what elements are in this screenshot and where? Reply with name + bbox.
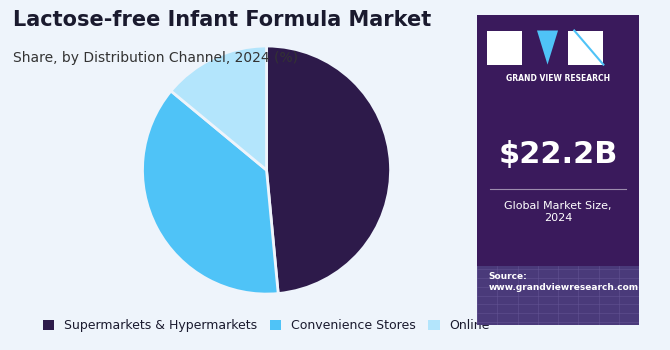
Text: Global Market Size,
2024: Global Market Size, 2024 bbox=[505, 201, 612, 223]
FancyBboxPatch shape bbox=[477, 15, 639, 325]
Wedge shape bbox=[267, 46, 391, 294]
Text: Source:
www.grandviewresearch.com: Source: www.grandviewresearch.com bbox=[488, 272, 639, 292]
Legend: Supermarkets & Hypermarkets, Convenience Stores, Online: Supermarkets & Hypermarkets, Convenience… bbox=[38, 314, 495, 337]
Text: GRAND VIEW RESEARCH: GRAND VIEW RESEARCH bbox=[506, 74, 610, 83]
FancyBboxPatch shape bbox=[567, 30, 604, 65]
Wedge shape bbox=[143, 91, 278, 294]
FancyBboxPatch shape bbox=[477, 266, 639, 325]
Polygon shape bbox=[537, 30, 558, 65]
Text: Share, by Distribution Channel, 2024 (%): Share, by Distribution Channel, 2024 (%) bbox=[13, 51, 298, 65]
Text: $22.2B: $22.2B bbox=[498, 140, 618, 169]
FancyBboxPatch shape bbox=[487, 30, 523, 65]
Text: Lactose-free Infant Formula Market: Lactose-free Infant Formula Market bbox=[13, 10, 431, 30]
Wedge shape bbox=[171, 46, 267, 170]
